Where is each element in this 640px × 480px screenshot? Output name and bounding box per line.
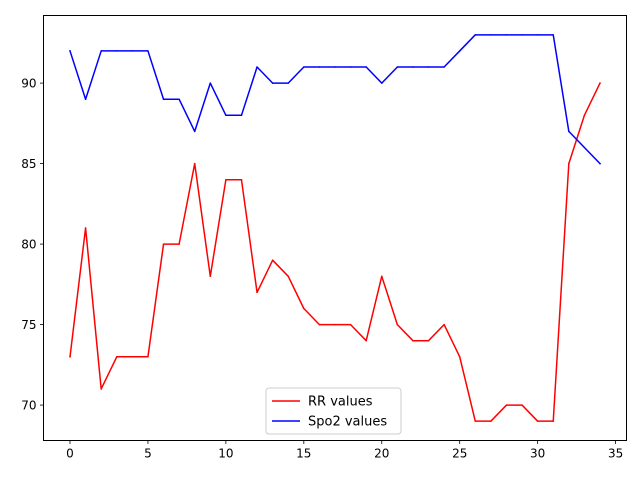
spo2-values-point xyxy=(131,50,134,52)
x-tick-label: 30 xyxy=(530,447,545,461)
spo2-values-point xyxy=(271,82,274,84)
spo2-values-point xyxy=(334,66,336,68)
spo2-values-point xyxy=(178,98,180,100)
rr-values-point xyxy=(162,243,165,245)
rr-values-point xyxy=(193,162,196,165)
y-tick-label: 75 xyxy=(21,318,36,332)
y-tick-label: 90 xyxy=(21,77,36,91)
spo2-values-point xyxy=(427,66,430,68)
rr-values-point xyxy=(412,339,414,342)
rr-values-point xyxy=(147,356,149,358)
spo2-values-point xyxy=(303,66,305,68)
spo2-values-point xyxy=(100,50,102,52)
rr-values-point xyxy=(505,404,508,406)
x-tick-label: 15 xyxy=(296,447,311,461)
legend-label-rr-values: RR values xyxy=(308,395,373,410)
spo2-values-point xyxy=(412,66,414,68)
x-tick-label: 5 xyxy=(144,447,152,461)
rr-values-point xyxy=(443,323,445,326)
rr-values-point xyxy=(178,243,180,245)
rr-values-point xyxy=(318,323,321,326)
rr-values-point xyxy=(349,323,352,326)
legend-label-spo2-values: Spo2 values xyxy=(308,415,387,430)
spo2-values-point xyxy=(193,130,196,133)
rr-values-point xyxy=(474,420,477,422)
spo2-values-point xyxy=(365,66,367,68)
rr-values-point xyxy=(256,291,258,294)
spo2-values-point xyxy=(349,66,352,68)
rr-values-point xyxy=(490,420,492,422)
y-axis: 70 75 80 85 90 xyxy=(21,77,44,413)
rr-values-point xyxy=(225,178,227,181)
spo2-values-point xyxy=(162,98,165,100)
rr-values-point xyxy=(240,178,243,181)
spo2-values-point xyxy=(84,98,87,100)
spo2-values-point xyxy=(583,146,586,149)
spo2-values-point xyxy=(474,34,477,36)
legend-box xyxy=(265,387,402,435)
spo2-values-point xyxy=(256,66,258,68)
rr-values-point xyxy=(69,356,71,358)
x-tick-label: 20 xyxy=(374,447,389,461)
rr-values-point xyxy=(536,420,539,422)
rr-values-point xyxy=(84,227,87,229)
spo2-values-point xyxy=(568,130,570,133)
rr-values-point xyxy=(427,339,430,342)
spo2-values-point xyxy=(287,82,289,84)
spo2-values-point xyxy=(458,50,461,52)
series-layer xyxy=(69,34,602,422)
x-axis: 0 5 10 15 20 25 30 35 xyxy=(66,440,623,461)
rr-values-point xyxy=(599,82,601,84)
rr-values-point xyxy=(303,307,305,310)
rr-values-point xyxy=(287,275,289,278)
spo2-values-point xyxy=(209,82,212,84)
rr-values-point xyxy=(583,114,586,117)
rr-values-point xyxy=(521,404,523,406)
spo2-values-point xyxy=(490,34,492,36)
spo2-values-point xyxy=(240,114,243,117)
spo2-values-point xyxy=(521,34,523,36)
rr-values-point xyxy=(271,259,274,261)
spo2-values-point xyxy=(396,66,399,68)
x-tick-label: 35 xyxy=(608,447,623,461)
rr-values-point xyxy=(116,356,118,358)
x-tick-label: 0 xyxy=(66,447,74,461)
rr-values-point xyxy=(131,356,134,358)
spo2-values-point xyxy=(505,34,508,36)
spo2-values-point xyxy=(599,162,601,165)
spo2-values-point xyxy=(116,50,118,52)
spo2-values-point xyxy=(536,34,539,36)
y-tick-label: 70 xyxy=(21,399,36,413)
rr-values-point xyxy=(568,162,570,165)
y-tick-label: 80 xyxy=(21,238,36,252)
plot-frame xyxy=(43,15,627,441)
spo2-values-point xyxy=(225,114,227,117)
rr-values-point xyxy=(552,420,554,422)
rr-values-point xyxy=(334,323,336,326)
spo2-values-point xyxy=(69,50,71,52)
x-tick-label: 10 xyxy=(218,447,233,461)
rr-values-point xyxy=(209,275,212,278)
legend: RR values Spo2 values xyxy=(265,387,402,435)
spo2-values-point xyxy=(318,66,321,68)
rr-values-point xyxy=(396,323,399,326)
y-tick-label: 85 xyxy=(21,157,36,171)
spo2-values-point xyxy=(147,50,149,52)
rr-values-point xyxy=(381,275,383,278)
rr-values-point xyxy=(100,388,102,390)
spo2-values-point xyxy=(381,82,383,84)
x-tick-label: 25 xyxy=(452,447,467,461)
spo2-values-point xyxy=(552,34,554,36)
rr-values-point xyxy=(365,339,367,342)
rr-values-point xyxy=(458,356,461,358)
spo2-values-point xyxy=(443,66,445,68)
